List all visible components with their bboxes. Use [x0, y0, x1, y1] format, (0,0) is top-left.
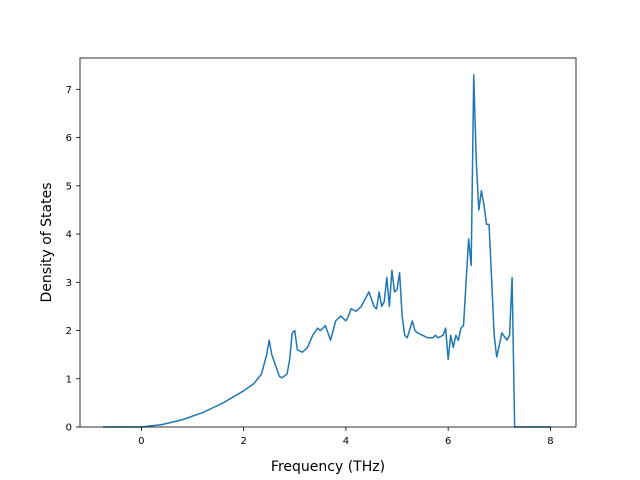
x-tick-label-2: 4 — [343, 436, 349, 447]
x-tick-label-1: 2 — [240, 436, 246, 447]
x-tick-label-4: 8 — [547, 436, 553, 447]
y-axis-ticks: 0 1 2 3 4 5 6 7 — [66, 85, 80, 434]
y-axis-label: Density of States — [39, 183, 55, 303]
series-line-dos — [103, 74, 551, 428]
y-tick-label-5: 5 — [66, 181, 72, 192]
y-tick-label-4: 4 — [66, 230, 72, 241]
y-tick-label-1: 1 — [66, 374, 72, 385]
y-tick-label-3: 3 — [66, 278, 72, 289]
axes-frame — [79, 57, 577, 428]
y-tick-label-0: 0 — [66, 423, 72, 434]
x-tick-label-3: 6 — [445, 436, 451, 447]
y-tick-label-7: 7 — [66, 85, 72, 96]
y-tick-label-2: 2 — [66, 326, 72, 337]
x-axis-ticks: 0 2 4 6 8 — [138, 427, 554, 447]
x-axis-label: Frequency (THz) — [271, 459, 385, 475]
y-tick-label-6: 6 — [66, 133, 72, 144]
x-tick-label-0: 0 — [138, 436, 144, 447]
